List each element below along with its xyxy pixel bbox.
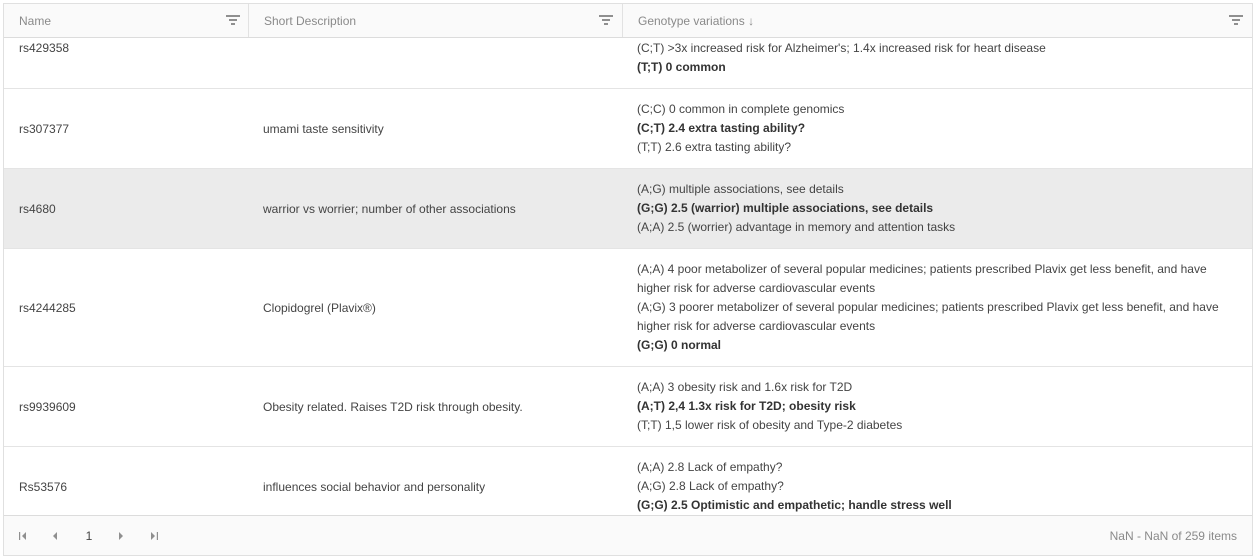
data-grid: Name Short Description Genotype variatio… [3,3,1253,556]
genotype-line: (C;T) >3x increased risk for Alzheimer's… [637,41,1046,55]
table-row[interactable]: rs429358 (C;T) >3x increased risk for Al… [4,38,1252,89]
genotype-line: (G;G) 2.5 (warrior) multiple association… [637,201,934,215]
next-page-icon[interactable] [114,529,128,543]
column-header-genotype-label: Genotype variations ↓ [638,13,755,28]
genotype-line: (G;G) 0 normal [637,338,722,352]
genotype-line: (G;G) 2.5 Optimistic and empathetic; han… [637,498,952,512]
cell-genotypes: (A;G) multiple associations, see details… [637,169,1237,248]
cell-name: rs4680 [19,201,56,216]
genotype-line: (A;T) 2,4 1.3x risk for T2D; obesity ris… [637,399,856,413]
genotype-line: (T;T) 2.6 extra tasting ability? [637,140,792,154]
cell-genotypes: (C;T) >3x increased risk for Alzheimer's… [637,38,1237,88]
genotype-line: (A;G) 3 poorer metabolizer of several po… [637,300,1219,314]
cell-genotypes: (A;A) 3 obesity risk and 1.6x risk for T… [637,367,1237,446]
genotype-line: (T;T) 1,5 lower risk of obesity and Type… [637,418,903,432]
table-row[interactable]: rs4244285 Clopidogrel (Plavix®) (A;A) 4 … [4,249,1252,367]
cell-genotypes: (A;A) 2.8 Lack of empathy? (A;G) 2.8 Lac… [637,447,1237,515]
cell-description: Obesity related. Raises T2D risk through… [263,399,523,414]
genotype-line: (A;G) 2.8 Lack of empathy? [637,479,784,493]
genotype-line: higher risk for adverse cardiovascular e… [637,281,876,295]
column-header-description[interactable]: Short Description [249,4,622,37]
genotype-line: higher risk for adverse cardiovascular e… [637,319,876,333]
column-divider[interactable] [622,4,623,37]
table-row-selected[interactable]: rs4680 warrior vs worrier; number of oth… [4,169,1252,249]
genotype-line: (A;A) 4 poor metabolizer of several popu… [637,262,1207,276]
first-page-icon[interactable] [16,529,30,543]
pager-range-info: NaN - NaN of 259 items [1109,529,1237,543]
cell-genotypes: (A;A) 4 poor metabolizer of several popu… [637,249,1237,366]
cell-description: umami taste sensitivity [263,121,384,136]
filter-icon[interactable] [599,14,613,26]
cell-description [263,38,623,88]
filter-icon[interactable] [226,14,240,26]
genotype-line: (A;A) 3 obesity risk and 1.6x risk for T… [637,380,853,394]
cell-name: rs4244285 [19,300,76,315]
column-header-name-label: Name [19,13,52,28]
cell-description: warrior vs worrier; number of other asso… [263,201,516,216]
filter-icon[interactable] [1229,14,1243,26]
cell-name: rs9939609 [19,399,76,414]
prev-page-icon[interactable] [48,529,62,543]
current-page[interactable]: 1 [85,529,93,543]
column-divider[interactable] [248,4,249,37]
genotype-line: (A;A) 2.5 (worrier) advantage in memory … [637,220,956,234]
grid-body[interactable]: rs429358 (C;T) >3x increased risk for Al… [4,38,1252,515]
table-row[interactable]: Rs53576 influences social behavior and p… [4,447,1252,515]
column-header-name[interactable]: Name [4,4,248,37]
genotype-line: (C;T) 2.4 extra tasting ability? [637,121,806,135]
cell-name: rs307377 [19,121,70,136]
cell-name: rs429358 [19,41,70,55]
column-header-description-label: Short Description [264,13,357,28]
genotype-line: (C;C) 0 common in complete genomics [637,102,845,116]
cell-description: influences social behavior and personali… [263,480,486,494]
genotype-line: (T;T) 0 common [637,60,726,74]
cell-description: Clopidogrel (Plavix®) [263,300,376,315]
column-header-genotype[interactable]: Genotype variations ↓ [623,4,1251,37]
grid-header: Name Short Description Genotype variatio… [4,4,1252,38]
genotype-line: (A;A) 2.8 Lack of empathy? [637,460,783,474]
cell-name: Rs53576 [19,480,68,494]
table-row[interactable]: rs9939609 Obesity related. Raises T2D ri… [4,367,1252,447]
last-page-icon[interactable] [147,529,161,543]
pager: 1 NaN - NaN of 259 items [4,515,1252,555]
cell-genotypes: (C;C) 0 common in complete genomics (C;T… [637,89,1237,168]
genotype-line: (A;G) multiple associations, see details [637,182,844,196]
table-row[interactable]: rs307377 umami taste sensitivity (C;C) 0… [4,89,1252,169]
